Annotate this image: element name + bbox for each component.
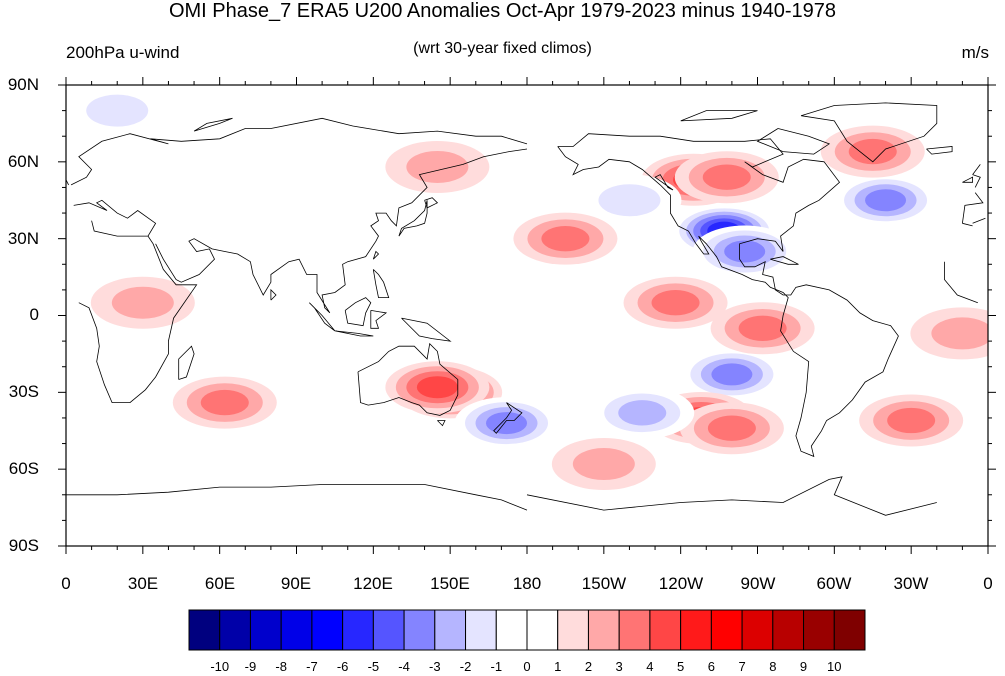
coastline: [800, 102, 938, 163]
lon-label: 90W: [740, 574, 776, 593]
center-string: (wrt 30-year fixed climos): [413, 40, 592, 57]
lat-label: 90N: [7, 75, 39, 94]
colorbar-label: 4: [646, 659, 654, 674]
coastline: [424, 197, 439, 209]
colorbar-label: -4: [398, 659, 410, 674]
coastline: [437, 420, 446, 427]
coastline: [372, 269, 390, 298]
anomaly-shading: [66, 85, 988, 491]
lat-label: 60S: [8, 459, 39, 478]
coastline: [309, 302, 336, 332]
lat-label: 30N: [7, 229, 39, 248]
coastline: [78, 235, 978, 403]
lon-label: 150E: [430, 574, 470, 593]
anomaly-contour: [618, 400, 667, 426]
coastline: [66, 476, 937, 516]
coastline: [756, 128, 831, 155]
left-string: 200hPa u-wind: [66, 43, 180, 62]
anomaly-contour: [111, 286, 174, 319]
axis-ticks: [58, 77, 996, 554]
anomaly-contour: [865, 189, 907, 212]
coastline: [372, 250, 380, 260]
coastline: [770, 256, 799, 265]
lon-label: 60W: [816, 574, 852, 593]
coastline: [357, 342, 459, 416]
anomaly-contour: [651, 290, 700, 316]
coastline: [334, 330, 374, 337]
coastline: [557, 133, 899, 458]
lon-label: 30W: [893, 574, 929, 593]
colorbar-label: 7: [738, 659, 746, 674]
lon-label: 60E: [204, 574, 236, 593]
lat-label: 90S: [8, 536, 39, 555]
coastline: [70, 117, 984, 224]
colorbar-label: 2: [584, 659, 593, 674]
colorbar-label: 3: [615, 659, 623, 674]
coastline: [493, 402, 523, 434]
anomaly-contour: [200, 389, 249, 416]
lon-label: 0: [61, 574, 71, 593]
colorbar-label: -8: [275, 659, 287, 674]
anomaly-contour: [86, 94, 149, 127]
lon-label: 120E: [353, 574, 393, 593]
anomaly-contour: [738, 315, 787, 341]
colorbar-label: -10: [210, 659, 230, 674]
coastline: [654, 174, 674, 191]
coastline: [344, 297, 372, 327]
coastline: [962, 176, 973, 183]
anomaly-contour: [572, 448, 635, 481]
colorbar-label: -7: [306, 659, 318, 674]
anomaly-contour: [848, 138, 897, 165]
colorbar-label: 5: [677, 659, 685, 674]
lon-label: 30E: [127, 574, 159, 593]
coastline: [680, 110, 758, 122]
colorbar-label: -9: [244, 659, 257, 674]
coastline: [270, 288, 277, 301]
colorbar-label: 1: [554, 659, 562, 674]
anomaly-contour: [416, 376, 458, 399]
lon-label: 90E: [280, 574, 312, 593]
lon-label: 0: [983, 574, 993, 593]
anomaly-contour: [724, 240, 766, 263]
colorbar-label: -1: [490, 659, 503, 674]
colorbar-label: 6: [707, 659, 715, 674]
lat-label: 60N: [7, 152, 39, 171]
lon-label: 180: [512, 574, 542, 593]
coastline: [155, 148, 528, 314]
coastline: [926, 146, 953, 155]
anomaly-contour: [486, 412, 528, 435]
anomaly-contour: [598, 184, 661, 217]
anomaly-contour: [541, 226, 590, 252]
coastline: [193, 117, 233, 132]
coastline: [401, 317, 452, 342]
coastline: [73, 199, 986, 237]
colorbar-label: 10: [827, 659, 842, 674]
plot-title: OMI Phase_7 ERA5 U200 Anomalies Oct-Apr …: [168, 0, 837, 22]
lat-label: 30S: [8, 382, 39, 401]
lat-label: 0: [29, 305, 39, 324]
units-label: m/s: [961, 43, 989, 62]
anomaly-contour: [702, 164, 751, 190]
coastline: [178, 345, 195, 380]
anomaly-contour: [707, 415, 756, 441]
colorbar-label: -3: [429, 659, 441, 674]
anomaly-contour: [406, 150, 469, 183]
colorbar-label: 9: [799, 659, 808, 674]
lon-label: 150W: [581, 574, 627, 593]
anomaly-contour: [887, 407, 936, 434]
anomaly-contour: [711, 363, 753, 386]
colorbar-label: 8: [769, 659, 777, 674]
lon-label: 120W: [658, 574, 704, 593]
colorbar-label: -6: [336, 659, 349, 674]
coastline: [370, 310, 388, 329]
colorbar-label: -5: [367, 659, 380, 674]
coastlines: [66, 102, 986, 516]
anomaly-contour: [931, 317, 988, 350]
colorbar-label: 0: [523, 659, 531, 674]
colorbar-label: -2: [459, 659, 472, 674]
